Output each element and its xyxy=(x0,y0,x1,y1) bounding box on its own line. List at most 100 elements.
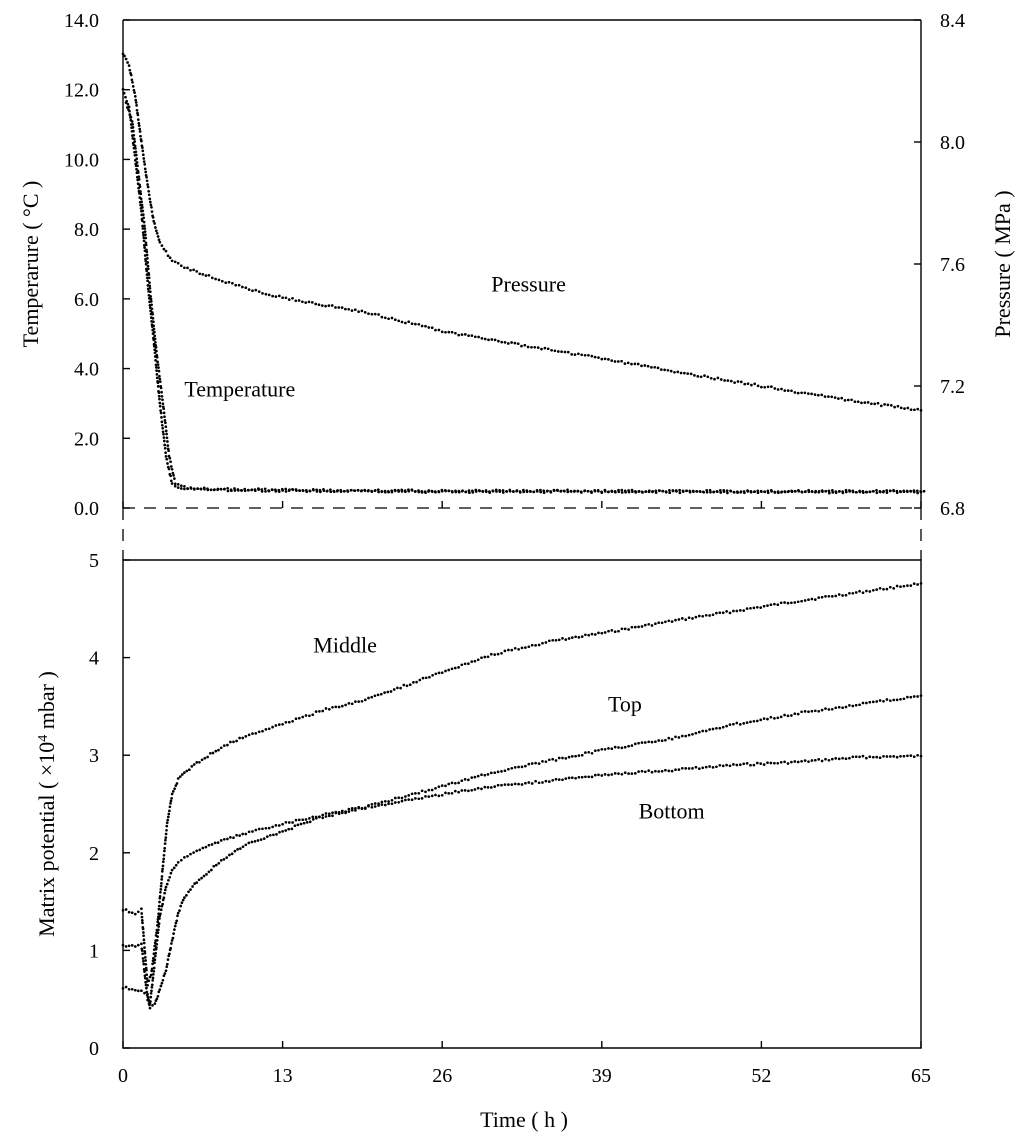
pressure-point xyxy=(149,203,153,207)
top-point xyxy=(570,755,574,758)
temperature-b-point xyxy=(142,216,146,220)
temperature-point xyxy=(121,87,125,91)
top-point xyxy=(210,843,214,846)
pressure-point xyxy=(217,278,221,282)
temperature-b-point xyxy=(637,490,641,493)
middle-point xyxy=(865,589,868,593)
pressure-point xyxy=(189,268,192,272)
top-point xyxy=(159,912,162,916)
bottom-point xyxy=(210,868,213,872)
middle-point xyxy=(386,690,390,694)
pressure-point xyxy=(756,384,760,388)
middle-point xyxy=(324,707,328,710)
middle-point xyxy=(160,875,164,878)
top-point xyxy=(793,712,797,716)
temperature-point xyxy=(183,487,186,491)
temperature-point xyxy=(157,391,161,394)
middle-point xyxy=(301,715,305,719)
middle-point xyxy=(570,636,574,639)
top-point xyxy=(155,939,159,942)
pressure-point xyxy=(383,316,387,320)
temperature-point xyxy=(169,474,172,478)
pressure-point xyxy=(410,322,414,326)
top-right-axis-title: Pressure ( MPa ) xyxy=(990,190,1015,337)
middle-point xyxy=(277,723,281,726)
temperature-b-point xyxy=(349,488,353,492)
pressure-point xyxy=(430,326,434,330)
middle-point xyxy=(912,582,916,586)
temperature-b-point xyxy=(837,490,841,493)
middle-point xyxy=(161,867,164,871)
bottom-point xyxy=(830,757,834,761)
top-point xyxy=(219,839,223,842)
temperature-b-point xyxy=(298,489,301,492)
bottom-point xyxy=(721,764,725,768)
pressure-point xyxy=(870,402,873,406)
temperature-b-point xyxy=(263,487,267,491)
temperature-b-point xyxy=(712,490,715,494)
top-point xyxy=(708,728,711,731)
temperature-b-point xyxy=(844,488,848,492)
middle-point xyxy=(165,821,169,825)
middle-point xyxy=(875,588,879,591)
pressure-point xyxy=(750,383,753,387)
temperature-point xyxy=(284,490,288,493)
bottom-point xyxy=(766,761,769,765)
bottom-point xyxy=(225,856,229,859)
middle-point xyxy=(140,912,144,915)
temperature-b-point xyxy=(170,467,174,471)
middle-point xyxy=(610,629,614,632)
top-point xyxy=(165,882,169,886)
pressure-point xyxy=(360,309,364,313)
middle-point xyxy=(790,601,793,605)
top-point xyxy=(127,944,131,948)
temperature-b-point xyxy=(410,488,414,492)
middle-point xyxy=(166,815,170,819)
pressure-point xyxy=(183,266,186,270)
middle-point xyxy=(408,683,412,687)
temperature-b-point xyxy=(685,489,688,493)
bottom-point xyxy=(800,759,803,763)
temperature-b-point xyxy=(729,489,732,493)
pressure-point xyxy=(467,334,470,338)
temperature-b-point xyxy=(752,490,756,494)
top-point xyxy=(143,976,147,980)
top-point xyxy=(301,818,305,822)
bottom-point xyxy=(284,829,288,832)
temperature-b-point xyxy=(165,436,169,440)
top-point xyxy=(496,770,500,774)
temperature-b-point xyxy=(150,307,154,311)
bottom-point xyxy=(176,911,180,915)
temperature-b-point xyxy=(501,489,505,492)
temperature-b-point xyxy=(157,369,161,373)
temperature-b-point xyxy=(725,489,729,493)
top-point xyxy=(150,985,154,989)
top-point xyxy=(783,713,786,717)
middle-point xyxy=(793,601,797,604)
middle-point xyxy=(363,698,367,702)
bottom-point xyxy=(363,807,367,810)
temperature-b-point xyxy=(156,363,160,366)
middle-point xyxy=(147,979,151,983)
temperature-b-point xyxy=(535,488,539,492)
bottom-point xyxy=(146,992,149,996)
top-point xyxy=(745,721,749,724)
temperature-b-point xyxy=(173,482,177,486)
pressure-point xyxy=(324,304,327,308)
middle-point xyxy=(141,927,145,931)
temperature-b-point xyxy=(630,488,634,492)
temperature-b-point xyxy=(151,312,155,316)
temperature-b-point xyxy=(522,488,525,492)
temperature-b-point xyxy=(146,267,150,271)
middle-point xyxy=(848,591,851,595)
pressure-point xyxy=(487,338,490,342)
middle-point xyxy=(732,609,735,613)
top-point xyxy=(153,958,157,962)
top-point xyxy=(520,765,524,769)
middle-point xyxy=(257,730,261,734)
bottom-point xyxy=(170,939,174,942)
top-point xyxy=(817,709,821,713)
temperature-b-point xyxy=(579,490,583,494)
top-point xyxy=(141,957,145,960)
top-point xyxy=(179,858,183,862)
